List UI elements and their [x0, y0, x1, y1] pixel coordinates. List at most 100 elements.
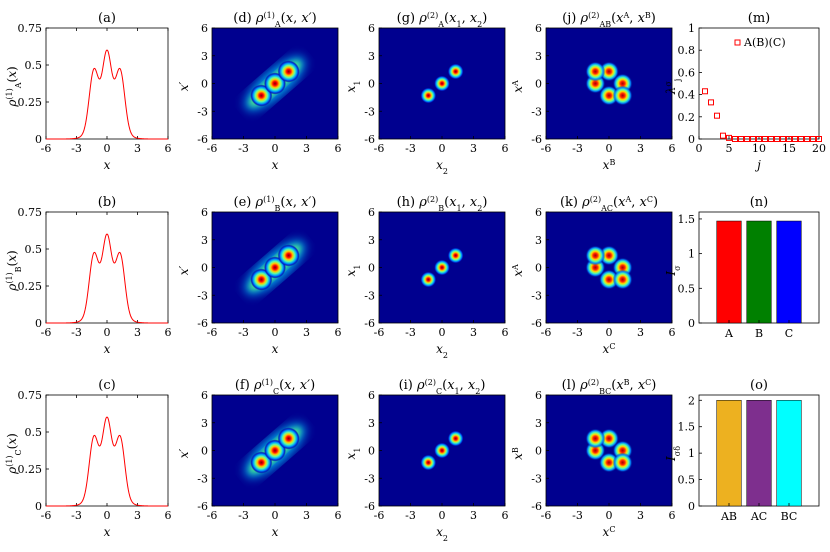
panel-o-ytick-label: 1 [688, 447, 695, 460]
panel-l-ytick-label: -6 [531, 500, 542, 513]
panel-n-ytick-label: 0.5 [678, 282, 696, 295]
panel-n-ytick-label: 1 [688, 248, 695, 261]
panel-f-ytick-label: 6 [201, 389, 208, 402]
panel-k-ytick-label: 0 [535, 262, 542, 275]
panel-o-bar [776, 400, 802, 507]
panel-l-peak [585, 428, 606, 449]
panel-n-title: (n) [750, 195, 769, 210]
panel-l-xtick-label: 0 [606, 509, 613, 522]
panel-d-ytick-label: 6 [201, 22, 208, 35]
panel-n-bar [746, 220, 772, 324]
panel-b: -6 -3 0 3 6 0 0.25 0.5 0.75 (b) x ρ(1)B(x) [5, 195, 172, 356]
panel-b-xtick-label: 3 [134, 326, 141, 339]
panel-h-xlabel: x2 [436, 342, 448, 360]
panel-l: -6 -3 0 3 6 -6 -3 0 3 6 (l) ρ(2)BC(xB, xC) xC xB [511, 378, 676, 540]
panel-e: -6 -3 0 3 6 -6 -3 0 3 6 (e) ρ(1)B(x, x′) x x′ [177, 195, 342, 357]
panel-e-title: (e) ρ(1)B(x, x′) [234, 195, 317, 213]
panel-l-peak [612, 452, 633, 473]
panel-b-title: (b) [98, 195, 116, 210]
panel-a-ytick-label: 0.5 [25, 59, 43, 72]
panel-a-ytick-label: 0 [35, 133, 42, 146]
panel-k-ytick-label: -6 [531, 317, 542, 330]
panel-i-ytick-label: 0 [368, 445, 375, 458]
panel-a-ytick-label: 0.75 [18, 22, 43, 35]
panel-m-ytick-label: 0.4 [678, 89, 696, 102]
panel-h-ytick-label: -6 [364, 317, 375, 330]
panel-h-ytick-label: 3 [368, 234, 375, 247]
panel-m-xtick-label: 10 [752, 142, 766, 155]
panel-m-ytick-label: 0.2 [678, 111, 696, 124]
panel-c-ytick-label: 0.25 [18, 463, 43, 476]
panel-j-xlabel: xB [603, 158, 616, 173]
panel-j-ytick-label: 3 [535, 50, 542, 63]
panel-a-xtick-label: 3 [134, 142, 141, 155]
panel-o-bar [746, 400, 772, 507]
panel-j-title: (j) ρ(2)AB(xA, xB) [562, 11, 656, 29]
panel-e-ytick-label: -3 [197, 289, 208, 302]
panel-j: -6 -3 0 3 6 -6 -3 0 3 6 (j) ρ(2)AB(xA, xB) xB xA [511, 11, 676, 173]
panel-o-xtick-label: BC [781, 510, 798, 523]
panel-n-xtick-label: B [755, 327, 763, 340]
panel-f-xtick-label: 3 [303, 509, 310, 522]
panel-l-ytick-label: 3 [535, 417, 542, 430]
panel-m-xtick-label: 20 [812, 142, 826, 155]
panel-m-xlabel: j [754, 158, 761, 172]
panel-n-xtick-label: A [724, 327, 734, 340]
panel-i: -6 -3 0 3 6 -6 -3 0 3 6 (i) ρ(2)C(x1, x2) x2 x1 [344, 378, 509, 543]
panel-c-xlabel: x [104, 525, 111, 539]
panel-i-xtick-label: -6 [374, 509, 385, 522]
panel-c-frame [45, 394, 169, 507]
panel-m-title: (m) [748, 11, 770, 26]
panel-f-ylabel: x′ [177, 448, 191, 458]
panel-m-xtick-label: 5 [726, 142, 733, 155]
panel-d-xlabel: x [272, 158, 279, 172]
panel-m-point [768, 136, 774, 142]
panel-d: -6 -3 0 3 6 -6 -3 0 3 6 (d) ρ(1)A(x, x′) x x′ [177, 11, 342, 173]
panel-f-ytick-label: 3 [201, 417, 208, 430]
panel-e-ytick-label: 6 [201, 206, 208, 219]
panel-i-title: (i) ρ(2)C(x1, x2) [399, 378, 486, 396]
panel-a-xlabel: x [104, 158, 111, 172]
panel-g-xlabel: x2 [436, 158, 448, 176]
panel-d-ytick-label: 3 [201, 50, 208, 63]
panel-j-ytick-label: 6 [535, 22, 542, 35]
panel-e-xtick-label: 6 [335, 326, 342, 339]
panel-e-ytick-label: -6 [197, 317, 208, 330]
panel-m-legend: A(B)(C) [734, 36, 786, 49]
panel-a-xtick-label: 6 [165, 142, 172, 155]
panel-l-title: (l) ρ(2)BC(xB, xC) [562, 378, 657, 396]
panel-m-point [708, 99, 714, 106]
panel-f-xtick-label: 6 [335, 509, 342, 522]
panel-b-density-curve [46, 233, 168, 324]
panel-j-peak [585, 61, 606, 82]
panel-g-heatmap-marks [420, 63, 464, 104]
panel-k-ytick-label: 3 [535, 234, 542, 247]
panel-g-xtick-label: 0 [439, 142, 446, 155]
panel-o-xtick-label: AC [750, 510, 767, 523]
panel-h-ytick-label: -3 [364, 289, 375, 302]
panel-i-heatmap-marks [420, 430, 464, 471]
panel-a-xtick-label: -3 [71, 142, 82, 155]
panel-k-heatmap-marks [585, 245, 633, 290]
panel-l-ylabel: xB [511, 447, 526, 460]
panel-c-ytick-label: 0.75 [18, 389, 43, 402]
panel-m-point [750, 136, 756, 142]
panel-b-xlabel: x [104, 342, 111, 356]
panel-j-heatmap-marks [585, 61, 633, 106]
panel-e-xlabel: x [272, 342, 279, 356]
panel-b-ylabel: ρ(1)B(x) [5, 250, 23, 291]
panel-m: 0 5 10 15 20 0 0.2 0.4 0.6 0.8 1 A(B)(C) (m) j λσj [664, 11, 827, 172]
panel-n-bar [716, 220, 742, 324]
panel-o-ytick-label: 0.5 [678, 474, 696, 487]
panel-j-ytick-label: -6 [531, 133, 542, 146]
panel-f-xlabel: x [272, 525, 279, 539]
panel-m-ytick-label: 0.8 [678, 44, 696, 57]
panel-e-peak [277, 244, 300, 267]
panel-m-xtick-label: 15 [782, 142, 796, 155]
panel-c-xtick-label: -6 [41, 509, 52, 522]
panel-a-density-curve [46, 49, 168, 140]
panel-l-heatmap-bg [546, 395, 672, 506]
panel-o-ylabel: Iσδ [664, 446, 682, 462]
panel-j-peak [612, 85, 633, 106]
panel-g-xtick-label: 6 [502, 142, 509, 155]
